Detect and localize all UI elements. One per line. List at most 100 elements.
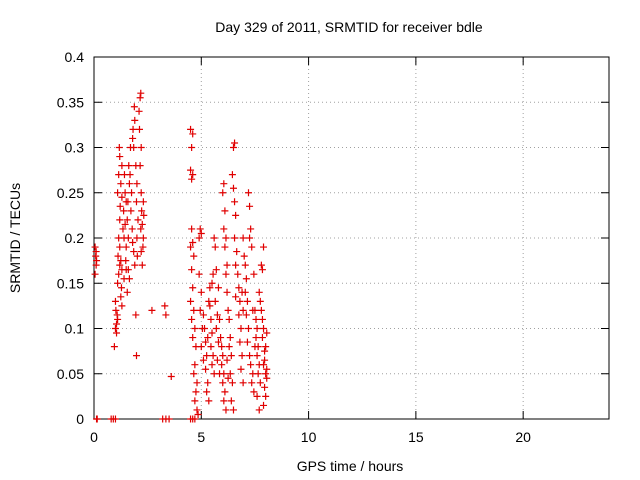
data-point (256, 379, 264, 387)
data-point (138, 261, 146, 269)
data-point (193, 379, 201, 387)
data-point (123, 288, 131, 296)
data-point (237, 365, 245, 373)
data-point (120, 207, 128, 215)
data-point (116, 216, 124, 224)
data-point (223, 356, 231, 364)
data-point (246, 202, 254, 210)
x-tick-label: 0 (90, 429, 98, 445)
data-point (261, 383, 269, 391)
data-point (125, 162, 133, 170)
data-point (258, 334, 266, 342)
data-point (208, 329, 216, 337)
chart-title: Day 329 of 2011, SRMTID for receiver bdl… (215, 19, 483, 35)
data-point (189, 334, 197, 342)
data-point (246, 234, 254, 242)
data-point (241, 261, 249, 269)
data-point (137, 144, 145, 151)
data-point (224, 374, 232, 382)
data-point (202, 365, 210, 373)
data-point (203, 388, 211, 396)
data-point (225, 343, 233, 351)
data-point (255, 406, 263, 414)
data-point (192, 388, 200, 396)
data-point (131, 261, 139, 269)
data-point (205, 297, 213, 305)
data-point (126, 171, 134, 179)
y-tick-label: 0.15 (57, 275, 84, 291)
data-point (114, 252, 122, 260)
data-point (190, 370, 198, 378)
data-point (110, 343, 118, 351)
data-point (187, 166, 195, 174)
data-point (262, 343, 270, 351)
data-point (117, 293, 125, 301)
data-point (130, 144, 138, 151)
data-point (189, 130, 197, 138)
data-point (214, 338, 222, 346)
data-point (220, 225, 228, 233)
data-point (251, 343, 259, 351)
data-point (115, 270, 123, 278)
data-point (225, 315, 233, 323)
x-tick-label: 20 (515, 429, 531, 445)
data-point (113, 329, 121, 337)
data-point (204, 334, 212, 342)
x-axis-label: GPS time / hours (297, 458, 404, 474)
data-point (260, 243, 268, 251)
data-point (250, 270, 258, 278)
data-point (188, 315, 196, 323)
data-point (226, 370, 234, 378)
data-point (235, 284, 243, 292)
data-point (199, 311, 207, 319)
data-point (132, 198, 140, 206)
data-point (131, 116, 139, 124)
data-point (118, 193, 126, 201)
data-point (254, 370, 262, 378)
data-point (134, 216, 142, 224)
data-point (92, 248, 100, 256)
data-point (118, 162, 126, 170)
data-point (201, 325, 209, 332)
data-point (137, 248, 145, 256)
data-point (208, 279, 216, 287)
data-point (246, 352, 254, 360)
data-point (205, 397, 213, 405)
data-point (229, 144, 237, 151)
data-point (136, 94, 144, 102)
data-point (261, 347, 269, 355)
data-point (216, 315, 224, 323)
data-point (129, 239, 137, 247)
data-point (232, 211, 240, 219)
data-point (197, 288, 205, 296)
data-point (263, 374, 271, 382)
data-point (221, 388, 229, 396)
data-point (247, 225, 255, 233)
data-point (93, 415, 101, 423)
data-point (253, 392, 261, 400)
data-point (242, 275, 250, 283)
data-point (260, 401, 268, 409)
data-point (187, 297, 195, 305)
data-point (188, 266, 196, 274)
data-point (132, 352, 140, 360)
data-point (231, 198, 239, 206)
data-point (191, 361, 199, 369)
data-point (123, 216, 131, 224)
data-point (199, 356, 207, 364)
data-point (122, 243, 130, 251)
data-point (207, 343, 215, 351)
data-point (114, 189, 122, 197)
data-point (206, 302, 214, 310)
data-point (140, 211, 148, 219)
data-point (213, 356, 221, 364)
data-point (187, 243, 195, 251)
data-point (190, 252, 198, 260)
data-point (235, 311, 243, 319)
data-point (260, 361, 268, 369)
data-point (223, 288, 231, 296)
data-point (238, 352, 246, 360)
data-point (237, 325, 245, 332)
data-point (252, 315, 260, 323)
data-point (135, 107, 143, 115)
